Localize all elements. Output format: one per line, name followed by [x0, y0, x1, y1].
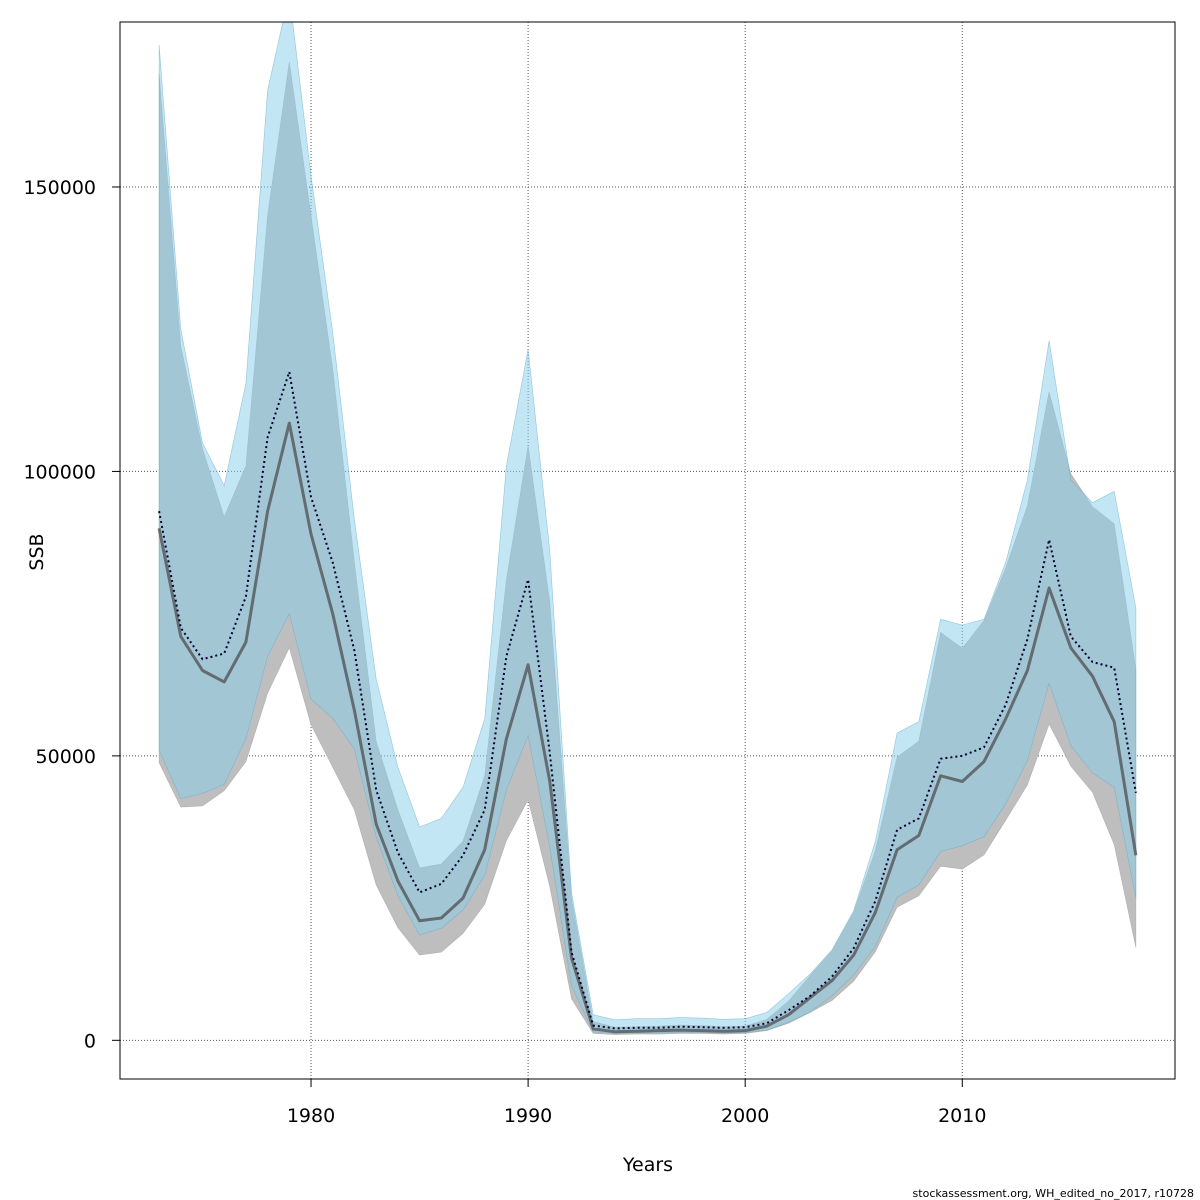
series-line-2 [158, 370, 1137, 1030]
y-tick-label: 100000 [23, 461, 96, 483]
y-tick-label: 150000 [23, 177, 96, 199]
y-axis-title: SSB [26, 533, 48, 570]
credit-text: stockassessment.org, WH_edited_no_2017, … [913, 1187, 1194, 1200]
x-tick-label: 1990 [504, 1105, 552, 1127]
x-tick-label: 2000 [721, 1105, 769, 1127]
x-tick-label: 2010 [938, 1105, 986, 1127]
x-axis-title: Years [622, 1154, 673, 1176]
x-tick-label: 1980 [287, 1105, 335, 1127]
y-tick-label: 50000 [36, 746, 96, 768]
x-axis: 1980 1990 2000 2010 [287, 1079, 986, 1127]
series-line-1 [157, 421, 1138, 1034]
confidence-band-2 [158, 22, 1137, 1034]
confidence-bands [158, 22, 1137, 1035]
series-lines [157, 370, 1138, 1034]
y-tick-label: 0 [84, 1030, 96, 1052]
y-axis: 0 50000 100000 150000 [23, 177, 120, 1052]
plot-frame [119, 21, 1176, 1080]
